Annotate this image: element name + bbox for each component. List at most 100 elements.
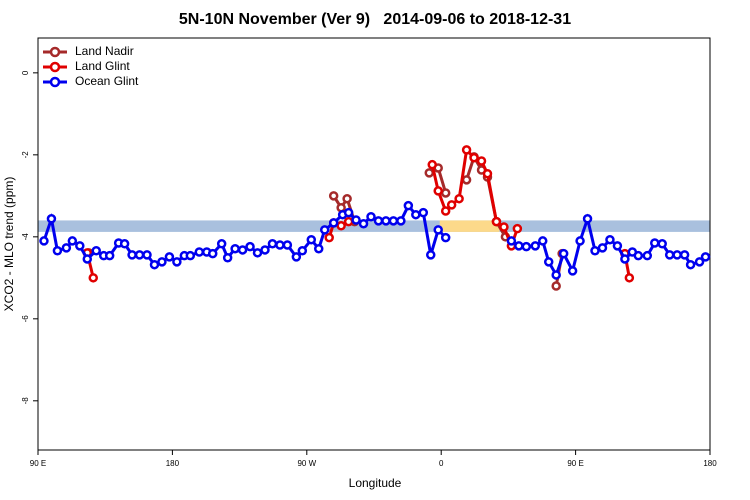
data-point — [551, 270, 561, 280]
data-point — [142, 250, 152, 260]
data-point — [134, 250, 145, 260]
data-point — [343, 207, 354, 218]
data-point — [700, 252, 711, 262]
data-point — [512, 223, 523, 234]
data-point — [440, 232, 451, 243]
data-point — [75, 241, 85, 251]
data-point — [267, 239, 278, 249]
data-point — [328, 191, 339, 201]
data-point — [418, 207, 429, 218]
data-point — [91, 246, 101, 256]
data-point — [433, 225, 443, 235]
data-point — [425, 250, 436, 260]
plot-frame — [37, 37, 711, 451]
data-point — [685, 259, 696, 270]
data-point — [620, 254, 630, 264]
data-point — [411, 209, 421, 220]
data-point — [440, 206, 451, 216]
data-point — [319, 225, 330, 235]
data-point — [291, 252, 302, 262]
data-point — [396, 216, 406, 226]
y-axis-label: XCO2 - MLO trend (ppm) — [2, 177, 16, 312]
data-point — [52, 246, 63, 256]
data-point — [633, 250, 644, 261]
data-point — [521, 241, 532, 252]
x-tick-label: 0 — [439, 459, 444, 468]
x-axis-label: Longitude — [349, 476, 402, 490]
data-point — [342, 193, 352, 204]
legend-label: Ocean Glint — [75, 74, 139, 88]
data-point — [230, 243, 240, 254]
data-point — [82, 254, 93, 264]
data-point — [343, 216, 354, 227]
data-point — [336, 221, 346, 231]
data-point — [104, 250, 115, 261]
y-tick-label: -8 — [21, 397, 30, 405]
data-point — [260, 245, 270, 255]
data-point — [351, 215, 361, 225]
y-tick-label: -2 — [21, 151, 30, 159]
data-point — [514, 241, 524, 251]
data-point — [461, 175, 472, 185]
data-point — [245, 241, 255, 252]
y-tick-label: 0 — [21, 70, 30, 75]
data-point — [252, 248, 263, 258]
data-point — [313, 243, 324, 254]
data-point — [366, 211, 376, 222]
data-point — [575, 236, 585, 246]
data-point — [605, 234, 615, 245]
data-point — [649, 238, 660, 248]
data-point — [433, 186, 443, 196]
legend-marker — [49, 61, 61, 73]
data-point — [664, 250, 675, 260]
data-point — [657, 239, 667, 249]
data-point — [306, 234, 317, 245]
chart-title: 5N-10N November (Ver 9) 2014-09-06 to 20… — [179, 11, 571, 28]
data-point — [328, 218, 339, 228]
data-point — [672, 250, 682, 260]
data-point — [222, 252, 233, 263]
data-point — [172, 257, 182, 267]
data-point — [543, 257, 554, 267]
data-point — [461, 145, 472, 155]
data-point — [482, 168, 493, 179]
data-point — [282, 240, 293, 250]
data-point — [499, 222, 509, 232]
data-point — [624, 273, 635, 283]
data-point — [642, 250, 653, 261]
data-point — [440, 188, 451, 198]
data-point — [558, 248, 569, 259]
data-point — [551, 281, 561, 291]
data-point — [612, 241, 623, 251]
data-point — [403, 200, 414, 211]
data-point — [61, 243, 72, 253]
data-point — [446, 200, 457, 210]
x-tick-label: 90 W — [297, 459, 316, 468]
reference-band — [38, 220, 710, 232]
data-point — [194, 247, 205, 257]
data-point — [149, 259, 160, 270]
data-point — [127, 250, 137, 260]
data-point — [373, 216, 384, 226]
data-point — [275, 240, 285, 250]
data-point — [297, 246, 308, 256]
data-point — [39, 236, 49, 246]
data-point — [185, 250, 196, 261]
data-point — [597, 243, 608, 253]
data-point — [582, 214, 593, 224]
data-point — [388, 216, 399, 226]
legend-marker — [49, 46, 61, 58]
legend-label: Land Glint — [75, 59, 130, 73]
data-point — [694, 257, 705, 267]
data-point — [164, 252, 175, 262]
data-point — [207, 248, 218, 259]
x-tick-label: 180 — [166, 459, 180, 468]
x-tick-label: 180 — [703, 459, 717, 468]
data-point — [381, 216, 391, 226]
data-point — [358, 218, 369, 229]
data-point — [119, 239, 130, 249]
data-point — [157, 257, 167, 267]
data-point — [324, 232, 334, 243]
data-point — [567, 266, 578, 276]
data-point — [679, 250, 690, 260]
